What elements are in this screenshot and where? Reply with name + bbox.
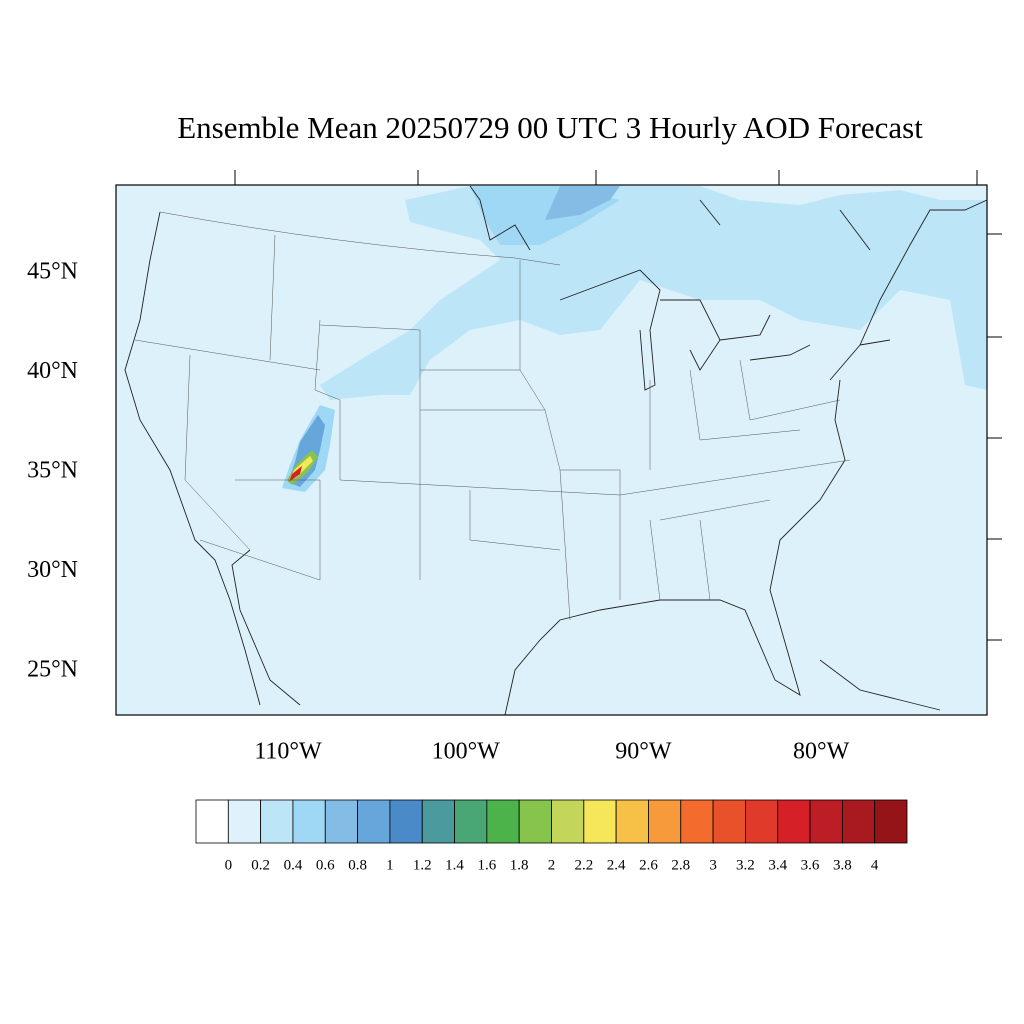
color-box bbox=[389, 799, 423, 844]
colorbar-label: 3.6 bbox=[801, 857, 820, 873]
color-box bbox=[809, 799, 843, 844]
frame-ticks bbox=[234, 170, 1002, 641]
color-box bbox=[615, 799, 649, 844]
map-lines bbox=[124, 185, 988, 716]
axis-labels: 45°N 40°N 35°N 30°N 25°N 110°W 100°W 90°W 80°W bbox=[27, 259, 850, 765]
great-lakes bbox=[559, 269, 811, 391]
colorbar-label: 1.2 bbox=[413, 857, 432, 873]
color-box bbox=[648, 799, 682, 844]
aod-region bbox=[320, 186, 987, 400]
color-box bbox=[841, 799, 876, 844]
colorbar-label: 2.6 bbox=[639, 857, 658, 873]
color-box bbox=[551, 799, 585, 844]
color-box bbox=[583, 799, 617, 844]
colorbar-label: 2.2 bbox=[574, 857, 593, 873]
lon-label: 80°W bbox=[793, 739, 850, 765]
color-box bbox=[195, 799, 229, 844]
lat-label: 35°N bbox=[27, 458, 78, 484]
colorbar-label: 3 bbox=[709, 857, 717, 873]
colorbar-label: 2.8 bbox=[671, 857, 690, 873]
color-box bbox=[324, 799, 358, 844]
color-box bbox=[518, 799, 552, 844]
colorbar-label: 4 bbox=[871, 857, 879, 873]
map-frame bbox=[115, 184, 988, 716]
colorbar-label: 1.6 bbox=[477, 857, 496, 873]
map-title: Ensemble Mean 20250729 00 UTC 3 Hourly A… bbox=[177, 110, 923, 145]
lon-label: 90°W bbox=[615, 739, 672, 765]
lat-label: 25°N bbox=[27, 657, 78, 683]
colorbar-label: 3.8 bbox=[833, 857, 852, 873]
lat-label: 45°N bbox=[27, 259, 78, 285]
lat-label: 30°N bbox=[27, 557, 78, 583]
colorbar-label: 1.8 bbox=[510, 857, 529, 873]
lon-label: 110°W bbox=[254, 739, 322, 765]
map-field bbox=[116, 185, 987, 715]
colorbar-label: 3.2 bbox=[736, 857, 755, 873]
colorbar: 0 0.2 0.4 0.6 0.8 1 1.2 1.4 1.6 1.8 2 2.2 2.4 2.6 2.8 3… bbox=[195, 799, 908, 873]
color-box bbox=[227, 799, 262, 844]
plume bbox=[289, 466, 302, 482]
color-box bbox=[486, 799, 520, 844]
colorbar-label: 0.2 bbox=[251, 857, 270, 873]
color-box bbox=[712, 799, 746, 844]
colorbar-label: 0 bbox=[225, 857, 233, 873]
color-box bbox=[454, 799, 488, 844]
coastline bbox=[124, 211, 301, 706]
color-box bbox=[292, 799, 326, 844]
colorbar-label: 0.6 bbox=[316, 857, 335, 873]
colorbar-label: 1.4 bbox=[445, 857, 464, 873]
lon-label: 100°W bbox=[432, 739, 501, 765]
color-box bbox=[680, 799, 714, 844]
color-box bbox=[260, 799, 294, 844]
coastline bbox=[469, 185, 941, 711]
state-boundary bbox=[134, 211, 851, 621]
colorbar-label: 2 bbox=[548, 857, 556, 873]
color-box bbox=[777, 799, 811, 844]
color-box bbox=[357, 799, 391, 844]
colorbar-label: 0.4 bbox=[284, 857, 303, 873]
lat-label: 40°N bbox=[27, 358, 78, 384]
colorbar-label: 1 bbox=[386, 857, 394, 873]
color-box bbox=[421, 799, 455, 844]
coastline bbox=[504, 379, 846, 716]
color-box bbox=[874, 799, 908, 844]
aod-region bbox=[545, 186, 620, 220]
coastline bbox=[829, 199, 988, 381]
color-box bbox=[745, 799, 779, 844]
colorbar-label: 0.8 bbox=[348, 857, 367, 873]
colorbar-label: 2.4 bbox=[607, 857, 626, 873]
colorbar-label: 3.4 bbox=[768, 857, 787, 873]
